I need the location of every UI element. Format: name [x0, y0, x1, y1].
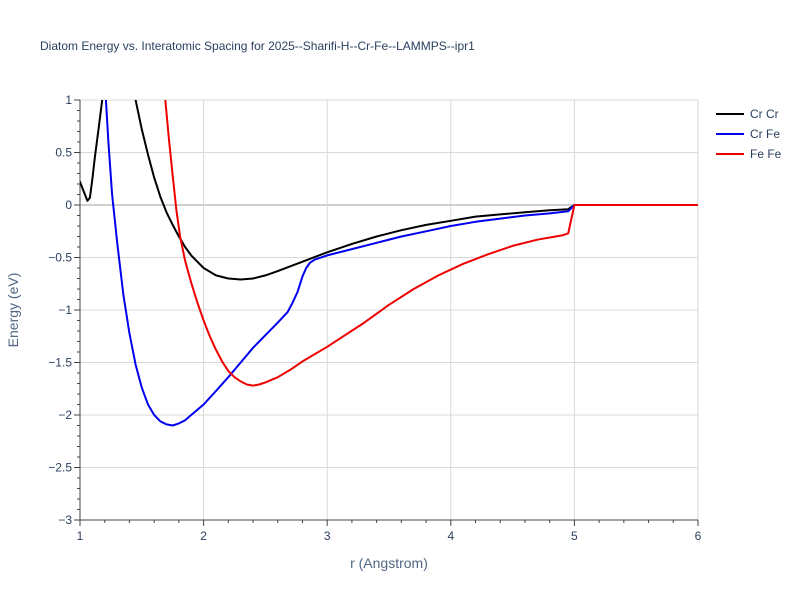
y-tick-label: 0.5 — [55, 146, 72, 160]
x-tick-label: 2 — [200, 529, 207, 543]
y-tick-label: −1.5 — [48, 356, 72, 370]
x-axis-label: r (Angstrom) — [350, 555, 428, 571]
x-tick-label: 5 — [571, 529, 578, 543]
series-line-cr-cr — [80, 100, 698, 281]
y-tick-label: −2 — [58, 408, 72, 422]
legend-label: Cr Cr — [750, 107, 779, 121]
chart-title: Diatom Energy vs. Interatomic Spacing fo… — [40, 39, 475, 53]
y-ticks: 1 0.5 0 −0.5 −1 −1.5 −2 −2.5 −3 — [48, 93, 72, 527]
x-tick-label: 6 — [695, 529, 702, 543]
y-tick-label: 1 — [65, 93, 72, 107]
series-line-cr-fe — [104, 100, 698, 427]
y-tick-label: −2.5 — [48, 461, 72, 475]
legend-label: Fe Fe — [750, 147, 782, 161]
y-tick-label: −3 — [58, 513, 72, 527]
axes — [74, 99, 699, 526]
y-axis-label: Energy (eV) — [5, 273, 21, 348]
x-tick-label: 3 — [324, 529, 331, 543]
legend-item-cr-fe[interactable]: Cr Fe — [716, 127, 780, 141]
y-tick-label: −1 — [58, 303, 72, 317]
series-line-fe-fe — [164, 100, 698, 387]
x-tick-label: 4 — [447, 529, 454, 543]
y-tick-label: −0.5 — [48, 251, 72, 265]
legend[interactable]: Cr Cr Cr Fe Fe Fe — [716, 107, 782, 161]
series-lines — [80, 100, 698, 427]
x-ticks: 1 2 3 4 5 6 — [77, 529, 702, 543]
legend-item-fe-fe[interactable]: Fe Fe — [716, 147, 782, 161]
x-tick-label: 1 — [77, 529, 84, 543]
legend-item-cr-cr[interactable]: Cr Cr — [716, 107, 779, 121]
y-tick-label: 0 — [65, 198, 72, 212]
legend-label: Cr Fe — [750, 127, 780, 141]
grid — [80, 99, 699, 520]
